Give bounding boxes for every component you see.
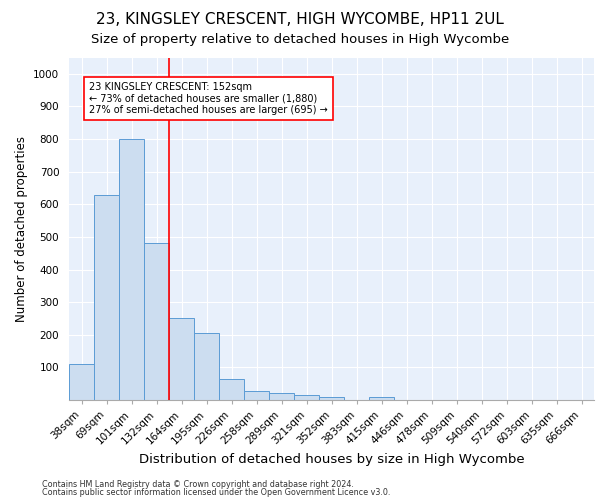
Bar (369, 396, 394, 400)
Bar (219, 380, 244, 400)
Text: 23, KINGSLEY CRESCENT, HIGH WYCOMBE, HP11 2UL: 23, KINGSLEY CRESCENT, HIGH WYCOMBE, HP1… (96, 12, 504, 28)
Text: Contains HM Land Registry data © Crown copyright and database right 2024.: Contains HM Land Registry data © Crown c… (42, 480, 354, 489)
Bar (119, 139, 144, 400)
Text: 23 KINGSLEY CRESCENT: 152sqm
← 73% of detached houses are smaller (1,880)
27% of: 23 KINGSLEY CRESCENT: 152sqm ← 73% of de… (89, 82, 328, 115)
Text: Contains public sector information licensed under the Open Government Licence v3: Contains public sector information licen… (42, 488, 391, 497)
Bar (94, 194, 119, 400)
Bar (194, 333, 219, 400)
Bar (144, 244, 169, 400)
Bar (69, 364, 94, 400)
X-axis label: Distribution of detached houses by size in High Wycombe: Distribution of detached houses by size … (139, 453, 524, 466)
Bar (169, 318, 194, 400)
Bar (294, 395, 319, 400)
Text: Size of property relative to detached houses in High Wycombe: Size of property relative to detached ho… (91, 32, 509, 46)
Bar (244, 391, 269, 400)
Bar (319, 396, 344, 400)
Bar (269, 393, 294, 400)
Y-axis label: Number of detached properties: Number of detached properties (14, 136, 28, 322)
